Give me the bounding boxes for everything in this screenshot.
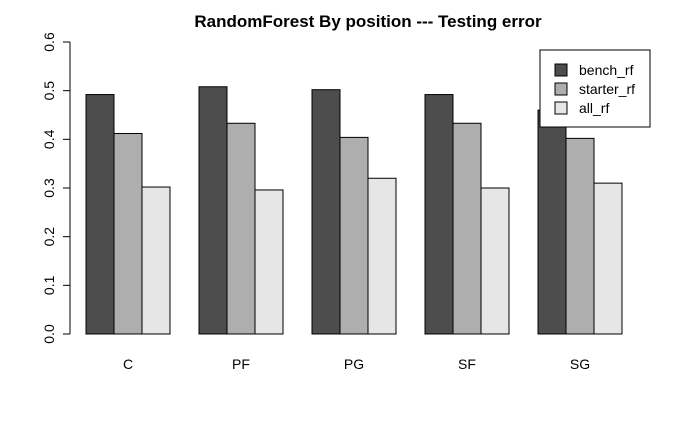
x-tick-label: SG: [570, 356, 590, 372]
y-tick-label: 0.6: [41, 32, 57, 52]
bar-bench_rf-PF: [198, 86, 228, 335]
y-tick-label: 0.0: [41, 324, 57, 344]
y-tick-label: 0.1: [41, 275, 57, 295]
legend-swatch-bench_rf: [554, 63, 568, 77]
y-tick-label: 0.2: [41, 227, 57, 247]
bar-all_rf-SF: [480, 187, 510, 335]
bar-bench_rf-PG: [311, 89, 341, 335]
bar-bench_rf-SG: [537, 109, 567, 335]
bar-starter_rf-C: [113, 132, 143, 335]
legend-label-starter_rf: starter_rf: [579, 81, 635, 97]
legend-label-all_rf: all_rf: [579, 100, 609, 116]
bar-all_rf-SG: [593, 182, 623, 335]
bar-starter_rf-SF: [452, 122, 482, 335]
legend-swatch-all_rf: [554, 101, 568, 115]
legend: bench_rf starter_rf all_rf: [539, 49, 651, 128]
chart-title: RandomForest By position --- Testing err…: [194, 12, 542, 31]
bar-all_rf-PF: [254, 189, 284, 335]
y-tick-label: 0.3: [41, 178, 57, 198]
bar-starter_rf-PG: [339, 136, 369, 335]
y-axis: 0.0 0.1 0.2 0.3 0.4 0.5 0.6: [41, 32, 71, 344]
bar-starter_rf-SG: [565, 137, 595, 335]
bar-bench_rf-C: [85, 94, 115, 335]
x-tick-label: C: [123, 356, 133, 372]
x-tick-label: SF: [458, 356, 476, 372]
bars: [85, 86, 623, 335]
x-tick-label: PF: [232, 356, 250, 372]
y-tick-label: 0.4: [41, 129, 57, 149]
legend-label-bench_rf: bench_rf: [579, 62, 634, 78]
legend-swatch-starter_rf: [554, 82, 568, 96]
x-axis-labels: C PF PG SF SG: [123, 356, 590, 372]
bar-bench_rf-SF: [424, 94, 454, 335]
x-tick-label: PG: [344, 356, 364, 372]
bar-all_rf-PG: [367, 177, 397, 335]
bar-all_rf-C: [141, 186, 171, 335]
bar-starter_rf-PF: [226, 122, 256, 335]
y-tick-label: 0.5: [41, 81, 57, 101]
